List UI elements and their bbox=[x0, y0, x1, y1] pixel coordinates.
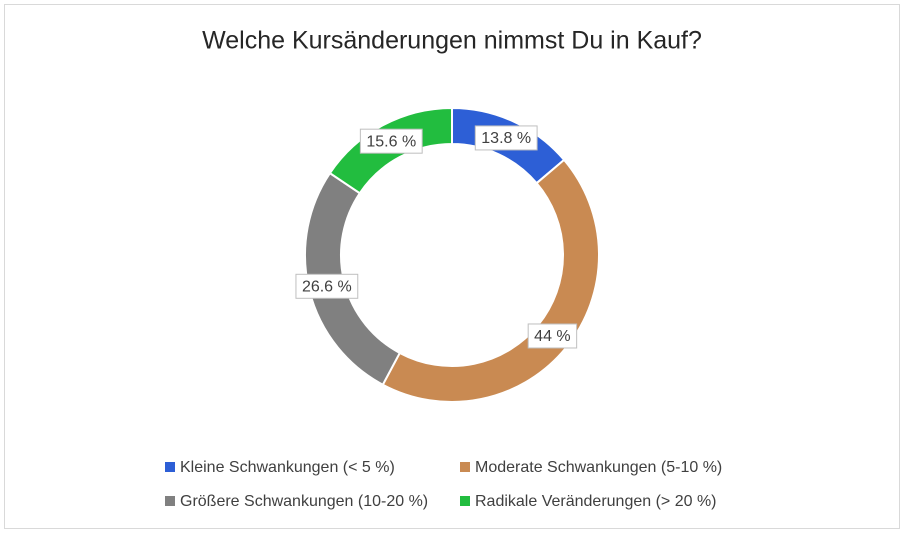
legend-swatch bbox=[165, 462, 175, 472]
legend-swatch bbox=[460, 496, 470, 506]
data-label-box bbox=[359, 128, 423, 154]
chart-border bbox=[4, 4, 900, 529]
data-label: 44 % bbox=[534, 328, 570, 345]
legend-label: Moderate Schwankungen (5-10 %) bbox=[475, 459, 722, 476]
data-label: 13.8 % bbox=[481, 130, 531, 147]
data-label: 26.6 % bbox=[302, 279, 352, 296]
legend-label: Größere Schwankungen (10-20 %) bbox=[180, 493, 428, 510]
data-label-box bbox=[474, 125, 538, 151]
data-label: 15.6 % bbox=[366, 133, 416, 150]
chart-title: Welche Kursänderungen nimmst Du in Kauf? bbox=[202, 27, 702, 55]
data-label-box bbox=[527, 323, 578, 349]
legend-swatch bbox=[165, 496, 175, 506]
legend-label: Radikale Veränderungen (> 20 %) bbox=[475, 493, 717, 510]
legend-swatch bbox=[460, 462, 470, 472]
legend-label: Kleine Schwankungen (< 5 %) bbox=[180, 459, 395, 476]
data-label-box bbox=[295, 273, 359, 299]
